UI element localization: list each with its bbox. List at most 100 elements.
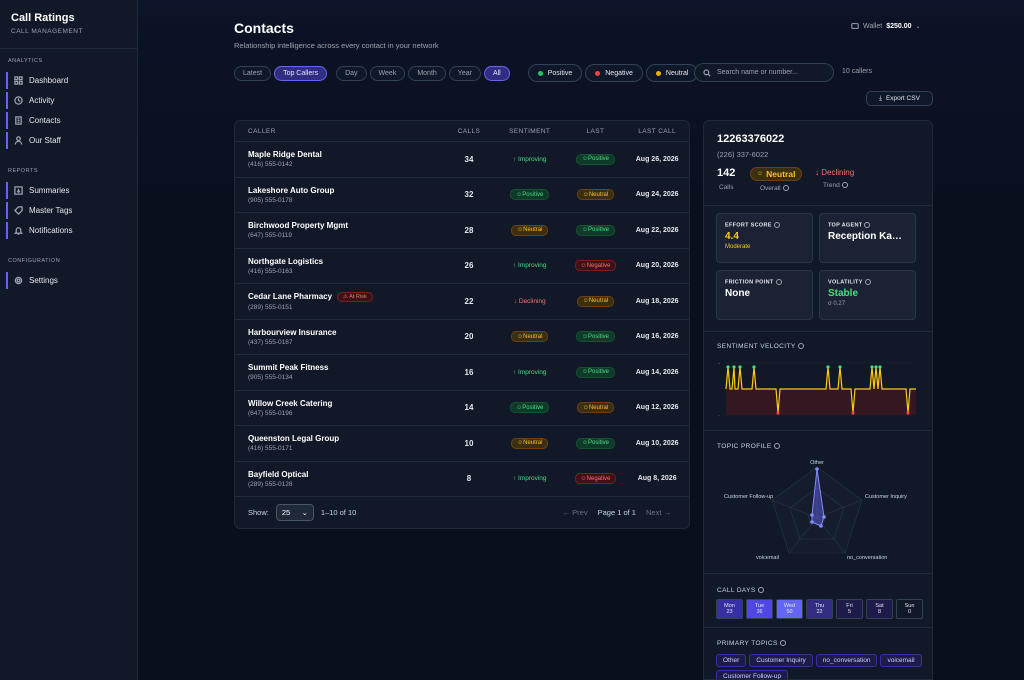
- period-all[interactable]: All: [483, 65, 510, 81]
- col-sentiment[interactable]: SENTIMENT: [509, 127, 551, 135]
- data-point[interactable]: [732, 365, 736, 369]
- sentiment-icon: ↑: [512, 475, 518, 483]
- info-icon[interactable]: [779, 640, 786, 647]
- col-last-call[interactable]: LAST CALL: [638, 127, 677, 135]
- caller-name[interactable]: Willow Creek Catering: [248, 398, 333, 408]
- data-point[interactable]: [878, 365, 882, 369]
- table-row[interactable]: Cedar Lane Pharmacy ⚠ At Risk (289) 555-01…: [235, 284, 689, 320]
- sidebar-item-our-staff[interactable]: Our Staff: [6, 132, 137, 149]
- filter-positive[interactable]: Positive: [527, 64, 583, 82]
- caller-name[interactable]: Summit Peak Fitness: [248, 363, 329, 373]
- export-csv-button[interactable]: ⤓ Export CSV: [866, 91, 933, 106]
- radar-point[interactable]: [810, 520, 814, 524]
- period-month[interactable]: Month: [408, 65, 446, 81]
- next-button[interactable]: Next →: [645, 507, 671, 517]
- caller-name[interactable]: Maple Ridge Dental: [248, 150, 322, 160]
- info-icon[interactable]: [864, 279, 871, 285]
- caller-cell: Harbourview Insurance (437) 555-0187: [235, 328, 444, 346]
- table-row[interactable]: Harbourview Insurance (437) 555-0187 20 ☺ N…: [235, 320, 689, 355]
- data-point[interactable]: [838, 365, 842, 369]
- sidebar-item-label: Summaries: [29, 186, 70, 195]
- topic-chip[interactable]: no_conversation: [815, 654, 878, 667]
- data-point[interactable]: [726, 365, 730, 369]
- sidebar-item-contacts[interactable]: Contacts: [6, 112, 137, 129]
- sidebar-item-dashboard[interactable]: Dashboard: [6, 72, 137, 89]
- info-icon[interactable]: [782, 185, 789, 192]
- data-point[interactable]: [851, 411, 855, 415]
- radar-point[interactable]: [810, 513, 814, 517]
- info-icon[interactable]: [864, 222, 871, 228]
- sentiment-icon: ☺: [582, 191, 589, 198]
- data-point[interactable]: [776, 411, 780, 415]
- info-icon[interactable]: [775, 279, 782, 285]
- info-icon[interactable]: [757, 587, 764, 594]
- caller-name[interactable]: Queenston Legal Group: [248, 434, 340, 444]
- caller-name[interactable]: Lakeshore Auto Group: [248, 185, 335, 195]
- sentiment-label: Neutral: [523, 227, 543, 234]
- topic-chip[interactable]: Customer Follow-up: [716, 670, 789, 679]
- data-point[interactable]: [738, 365, 742, 369]
- table-row[interactable]: Maple Ridge Dental (416) 555-0142 34 ↑ Impr…: [235, 142, 689, 178]
- period-year[interactable]: Year: [448, 65, 481, 81]
- topic-chip[interactable]: Other: [716, 654, 747, 667]
- sidebar-item-label: Master Tags: [29, 206, 73, 215]
- table-row[interactable]: Birchwood Property Mgmt (647) 555-0119 28 ☺…: [235, 213, 689, 249]
- radar-point[interactable]: [822, 515, 826, 519]
- table-row[interactable]: Queenston Legal Group (416) 555-0171 10 ☺ N…: [235, 426, 689, 462]
- filter-bar: Latest Top Callers Day Week Month Year A…: [234, 64, 701, 82]
- call-day: Sat 8: [866, 599, 893, 619]
- info-icon[interactable]: [797, 343, 804, 350]
- search-input[interactable]: Search name or number...: [694, 63, 834, 82]
- topic-radar-chart: Other Customer Inquiry no_conversation v…: [724, 460, 907, 561]
- sidebar-item-master-tags[interactable]: Master Tags: [6, 202, 137, 219]
- radar-point[interactable]: [819, 524, 823, 528]
- sidebar-item-summaries[interactable]: Summaries: [6, 182, 137, 199]
- table-row[interactable]: Bayfield Optical (289) 555-0128 8 ↑ Improvi…: [235, 462, 689, 497]
- filter-negative[interactable]: Negative: [585, 64, 643, 82]
- metric-sub: Moderate: [725, 244, 751, 251]
- caller-name[interactable]: Cedar Lane Pharmacy: [248, 292, 333, 302]
- radar-point[interactable]: [815, 467, 819, 471]
- caller-name[interactable]: Bayfield Optical: [248, 469, 309, 479]
- data-point[interactable]: [906, 411, 910, 415]
- caller-name[interactable]: Harbourview Insurance: [248, 327, 337, 337]
- sidebar-item-notifications[interactable]: Notifications: [6, 222, 137, 239]
- last-call-date: Aug 24, 2026: [635, 191, 679, 199]
- table-row[interactable]: Willow Creek Catering (647) 555-0196 14 ☺ P…: [235, 391, 689, 426]
- sentiment-badge: ↑ Improving: [513, 475, 547, 482]
- view-top-callers[interactable]: Top Callers: [274, 65, 328, 81]
- sidebar-item-activity[interactable]: Activity: [6, 92, 137, 109]
- caller-name[interactable]: Birchwood Property Mgmt: [248, 221, 349, 231]
- radar-ring: [789, 487, 845, 540]
- col-caller[interactable]: CALLER: [248, 127, 276, 135]
- page-size-select[interactable]: 25 ⌄: [275, 503, 314, 521]
- view-latest[interactable]: Latest: [234, 65, 272, 81]
- caller-name[interactable]: Northgate Logistics: [248, 256, 324, 266]
- col-last[interactable]: LAST: [586, 127, 605, 135]
- table-row[interactable]: Summit Peak Fitness (905) 555-0134 16 ↑ Imp…: [235, 355, 689, 391]
- topic-chip[interactable]: Customer Inquiry: [749, 654, 813, 667]
- wallet[interactable]: Wallet $250.00 ⌄: [851, 22, 921, 30]
- metric-effort-score: EFFORT SCORE 4.4 Moderate: [716, 213, 813, 263]
- table-row[interactable]: Lakeshore Auto Group (905) 555-0178 32 ☺ Po…: [235, 178, 689, 213]
- period-day[interactable]: Day: [336, 65, 367, 81]
- sidebar-item-settings[interactable]: Settings: [6, 272, 137, 289]
- search-placeholder: Search name or number...: [717, 69, 798, 76]
- last-call-date: Aug 26, 2026: [635, 155, 679, 163]
- calls-count: 28: [464, 225, 474, 235]
- at-risk-badge: ⚠ At Risk: [337, 291, 373, 302]
- prev-button[interactable]: ← Prev: [562, 507, 588, 517]
- table-row[interactable]: Northgate Logistics (416) 555-0163 26 ↑ Imp…: [235, 249, 689, 284]
- primary-topics-title: PRIMARY TOPICS: [717, 640, 786, 647]
- data-point[interactable]: [752, 365, 756, 369]
- data-point[interactable]: [826, 365, 830, 369]
- filter-neutral[interactable]: Neutral: [645, 64, 699, 82]
- col-calls[interactable]: CALLS: [457, 127, 481, 135]
- topic-chip[interactable]: voicemail: [880, 654, 922, 667]
- info-icon[interactable]: [773, 443, 780, 450]
- data-point[interactable]: [874, 365, 878, 369]
- data-point[interactable]: [870, 365, 874, 369]
- period-week[interactable]: Week: [369, 65, 406, 81]
- info-icon[interactable]: [841, 182, 848, 189]
- info-icon[interactable]: [773, 222, 780, 228]
